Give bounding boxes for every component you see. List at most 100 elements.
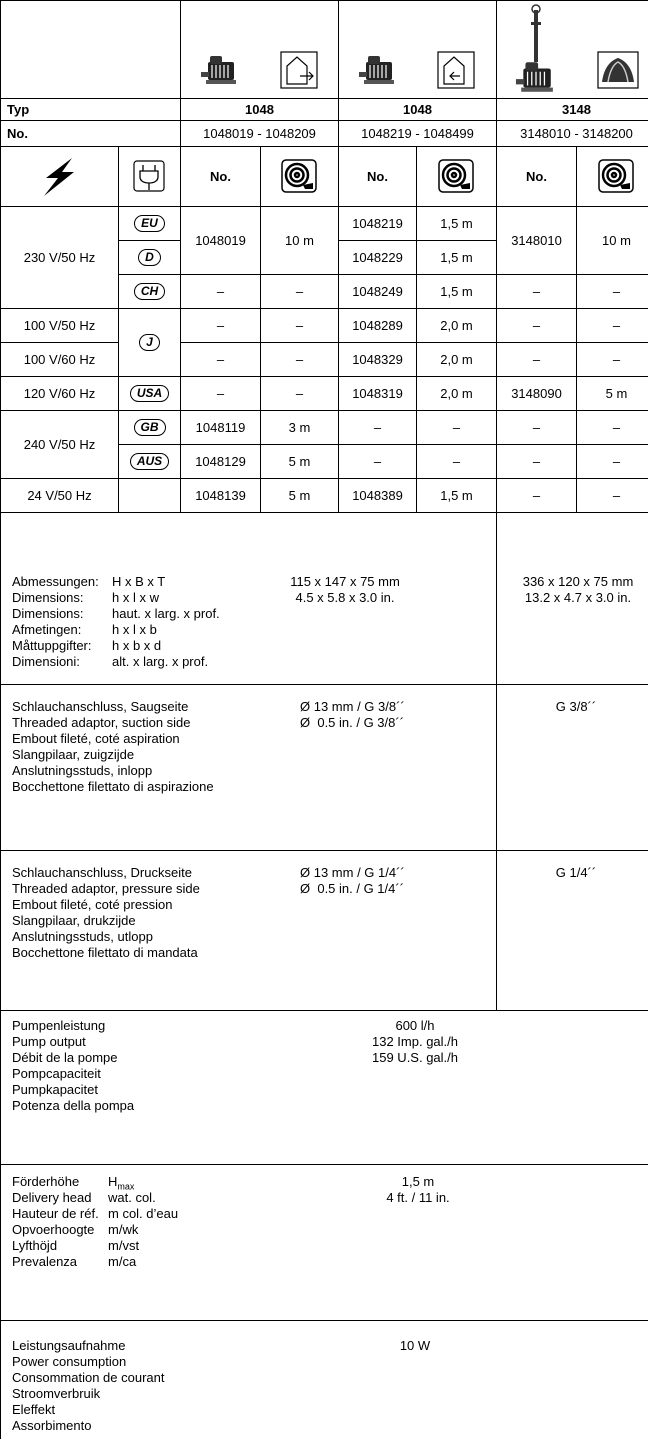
spec-value: G 1/4´´	[555, 865, 597, 880]
spec-label: Afmetingen:	[12, 622, 82, 637]
spec-label: Delivery head	[12, 1190, 92, 1205]
country-badge: D	[138, 249, 161, 266]
voltage: 240 V/50 Hz	[0, 410, 119, 479]
article-no: –	[180, 308, 261, 343]
cable-length: –	[576, 478, 648, 513]
no-header: No.	[180, 146, 261, 207]
voltage: 100 V/60 Hz	[0, 342, 119, 377]
spec-unit: Hmax	[108, 1174, 135, 1192]
spec-label: Förderhöhe	[12, 1174, 80, 1189]
cable-length: 1,5 m	[416, 240, 497, 275]
spec-label: Schlauchanschluss, Druckseite	[12, 865, 192, 880]
country-cell: AUS	[118, 444, 181, 479]
spec-unit: h x l x b	[112, 622, 157, 637]
country-cell	[118, 478, 181, 513]
article-no: 1048019	[180, 206, 261, 275]
article-no: 3148090	[496, 376, 577, 411]
cable-length: –	[260, 342, 339, 377]
country-cell: J	[118, 308, 181, 377]
cable-length: –	[416, 444, 497, 479]
article-no: 1048319	[338, 376, 417, 411]
article-no: –	[338, 444, 417, 479]
cable-length: 5 m	[260, 478, 339, 513]
spec-value: Ø 13 mm / G 3/8´´	[300, 699, 405, 714]
cable-header	[576, 146, 648, 207]
spec-label: Stroomverbruik	[12, 1386, 101, 1401]
cable-length: 3 m	[260, 410, 339, 445]
spec-label: Schlauchanschluss, Saugseite	[12, 699, 189, 714]
spec-value: 13.2 x 4.7 x 3.0 in.	[524, 590, 632, 605]
cable-length: 2,0 m	[416, 376, 497, 411]
voltage: 230 V/50 Hz	[0, 206, 119, 309]
voltage: 100 V/50 Hz	[0, 308, 119, 343]
cable-header	[260, 146, 339, 207]
spec-label: Dimensioni:	[12, 654, 80, 669]
spec-unit: H x B x T	[112, 574, 166, 589]
cable-header	[416, 146, 497, 207]
spec-label: Bocchettone filettato di aspirazione	[12, 779, 214, 794]
spec-label: Embout fileté, coté aspiration	[12, 731, 180, 746]
country-cell: EU	[118, 206, 181, 241]
article-no: 1048249	[338, 274, 417, 309]
cable-length: –	[260, 274, 339, 309]
spec-label: Lyfthöjd	[12, 1238, 58, 1253]
spec-value: 115 x 147 x 75 mm	[290, 574, 400, 589]
cable-length: –	[576, 342, 648, 377]
spec-block	[0, 1320, 648, 1439]
typ-label: Typ	[0, 98, 181, 121]
spec-label: Leistungsaufnahme	[12, 1338, 126, 1353]
spec-label: Débit de la pompe	[12, 1050, 118, 1065]
model-icon-cell	[496, 0, 648, 99]
cable-length: –	[576, 308, 648, 343]
article-no: 1048389	[338, 478, 417, 513]
article-no: 1048129	[180, 444, 261, 479]
country-badge: USA	[129, 385, 170, 402]
no-label: No.	[0, 120, 181, 147]
spec-value: 4 ft. / 11 in.	[386, 1190, 450, 1205]
spec-unit: wat. col.	[108, 1190, 156, 1205]
spec-label: Threaded adaptor, pressure side	[12, 881, 200, 896]
spec-value: 10 W	[399, 1338, 431, 1353]
spec-label: Slangpilaar, zuigzijde	[12, 747, 135, 762]
spec-label: Bocchettone filettato di mandata	[12, 945, 198, 960]
no-header: No.	[338, 146, 417, 207]
cable-length: 10 m	[260, 206, 339, 275]
model-range: 1048019 - 1048209	[180, 120, 339, 147]
cable-length: 1,5 m	[416, 478, 497, 513]
spec-label: Anslutningsstuds, utlopp	[12, 929, 153, 944]
cable-length: 10 m	[576, 206, 648, 275]
cable-length: 1,5 m	[416, 206, 497, 241]
spec-unit: haut. x larg. x prof.	[112, 606, 220, 621]
country-cell: CH	[118, 274, 181, 309]
cable-length: –	[576, 410, 648, 445]
spec-label: Threaded adaptor, suction side	[12, 715, 191, 730]
spec-value: 132 Imp. gal./h	[372, 1034, 458, 1049]
spec-label: Abmessungen:	[12, 574, 99, 589]
country-badge: EU	[134, 215, 165, 232]
cable-length: –	[576, 444, 648, 479]
spec-label: Anslutningsstuds, inlopp	[12, 763, 153, 778]
article-no: –	[338, 410, 417, 445]
article-no: 3148010	[496, 206, 577, 275]
spec-label: Potenza della pompa	[12, 1098, 135, 1113]
cable-length: 2,0 m	[416, 308, 497, 343]
spec-label: Pompcapaciteit	[12, 1066, 101, 1081]
article-no: –	[496, 410, 577, 445]
country-cell: USA	[118, 376, 181, 411]
model-icon-cell	[338, 0, 497, 99]
cable-length: –	[260, 376, 339, 411]
country-cell: GB	[118, 410, 181, 445]
article-no: –	[180, 274, 261, 309]
cable-length: 1,5 m	[416, 274, 497, 309]
model-typ: 1048	[180, 98, 339, 121]
article-no: –	[496, 342, 577, 377]
spec-value: G 3/8´´	[555, 699, 597, 714]
voltage-header	[0, 146, 119, 207]
article-no: –	[496, 478, 577, 513]
spec-label: Måttuppgifter:	[12, 638, 92, 653]
spec-label: Prevalenza	[12, 1254, 78, 1269]
spec-unit: h x l x w	[112, 590, 159, 605]
model-icon-cell	[180, 0, 339, 99]
model-range: 3148010 - 3148200	[496, 120, 648, 147]
article-no: 1048329	[338, 342, 417, 377]
